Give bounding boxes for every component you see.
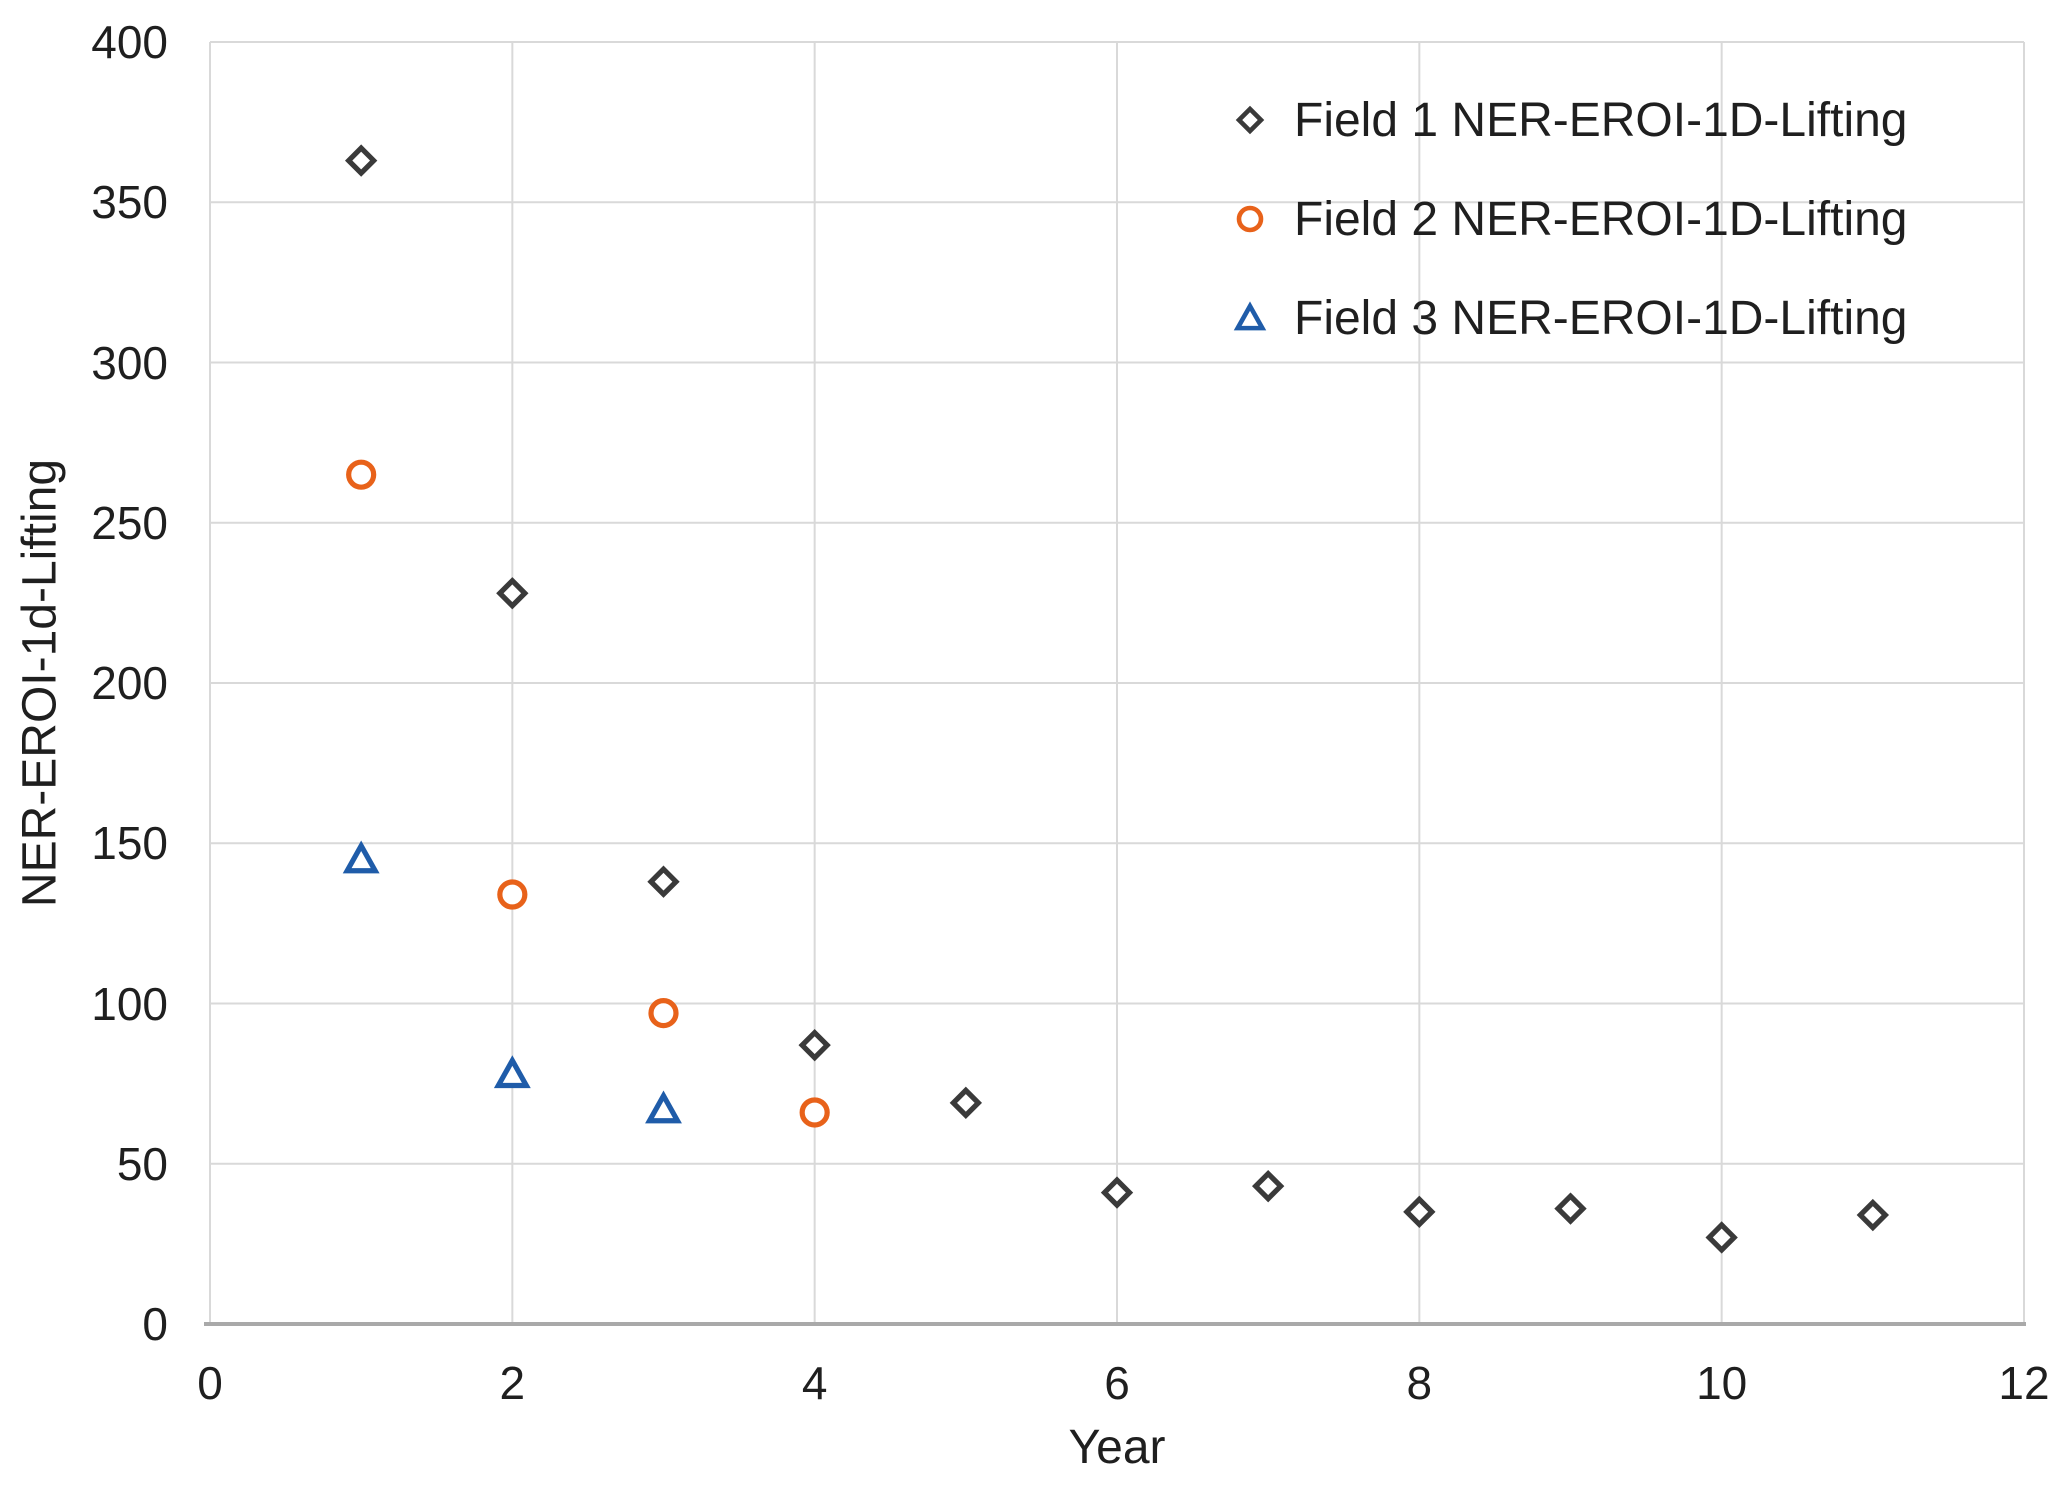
x-tick-label: 6 (1104, 1357, 1130, 1409)
x-tick-label: 12 (1998, 1357, 2050, 1409)
diamond-legend-marker-icon (1235, 105, 1265, 135)
x-tick-label: 2 (499, 1357, 526, 1409)
diamond-legend-glyph (1235, 105, 1265, 135)
data-point-circle-series-2 (799, 1097, 830, 1128)
x-tick-label: 8 (1406, 1357, 1433, 1409)
legend-item-series-3: Field 3 NER-EROI-1D-Lifting (1228, 286, 1908, 350)
x-axis-title: Year (1068, 1421, 1166, 1474)
circle-legend-glyph (1236, 205, 1264, 233)
y-axis-title: NER-EROI-1d-Lifting (13, 458, 67, 908)
data-point-diamond-series-1 (1705, 1221, 1738, 1254)
data-point-triangle-series-3 (645, 1090, 682, 1124)
y-tick-label: 50 (116, 1137, 168, 1190)
triangle-legend-glyph (1233, 301, 1267, 331)
circle-legend-marker-icon (1236, 205, 1264, 233)
legend-item-series-1: Field 1 NER-EROI-1D-Lifting (1228, 88, 1908, 152)
y-tick-label: 250 (91, 496, 168, 549)
legend-label: Field 1 NER-EROI-1D-Lifting (1294, 93, 1908, 147)
data-point-diamond-series-1 (496, 577, 529, 610)
y-tick-label: 150 (91, 817, 168, 870)
data-point-diamond-series-1 (1554, 1192, 1587, 1225)
data-point-diamond-series-1 (1403, 1195, 1436, 1228)
legend: Field 1 NER-EROI-1D-Lifting Field 2 NER-E… (1228, 88, 1908, 385)
data-point-triangle-series-3 (342, 840, 380, 874)
y-tick-label: 0 (142, 1298, 168, 1350)
legend-label: Field 3 NER-EROI-1D-Lifting (1294, 291, 1908, 345)
y-tick-label: 350 (91, 176, 168, 229)
data-point-diamond-series-1 (798, 1028, 831, 1062)
y-tick-label: 200 (91, 657, 168, 709)
data-point-circle-series-2 (346, 459, 377, 490)
legend-item-series-2: Field 2 NER-EROI-1D-Lifting (1228, 187, 1908, 251)
data-point-circle-series-2 (497, 879, 528, 910)
x-tick-label: 4 (801, 1357, 828, 1409)
x-tick-label: 0 (197, 1357, 223, 1409)
legend-label: Field 2 NER-EROI-1D-Lifting (1294, 192, 1908, 246)
data-point-circle-series-2 (648, 998, 679, 1029)
data-point-diamond-series-1 (1856, 1198, 1890, 1232)
y-tick-label: 400 (91, 16, 168, 68)
y-tick-label: 300 (91, 336, 168, 389)
data-point-diamond-series-1 (647, 865, 680, 898)
data-point-triangle-series-3 (493, 1055, 531, 1089)
data-point-diamond-series-1 (344, 144, 378, 177)
y-tick-label: 100 (91, 977, 168, 1030)
data-point-diamond-series-1 (949, 1086, 983, 1120)
data-point-diamond-series-1 (1100, 1176, 1134, 1209)
triangle-legend-marker-icon (1233, 301, 1267, 331)
data-point-diamond-series-1 (1251, 1170, 1285, 1203)
x-tick-label: 10 (1696, 1357, 1748, 1409)
